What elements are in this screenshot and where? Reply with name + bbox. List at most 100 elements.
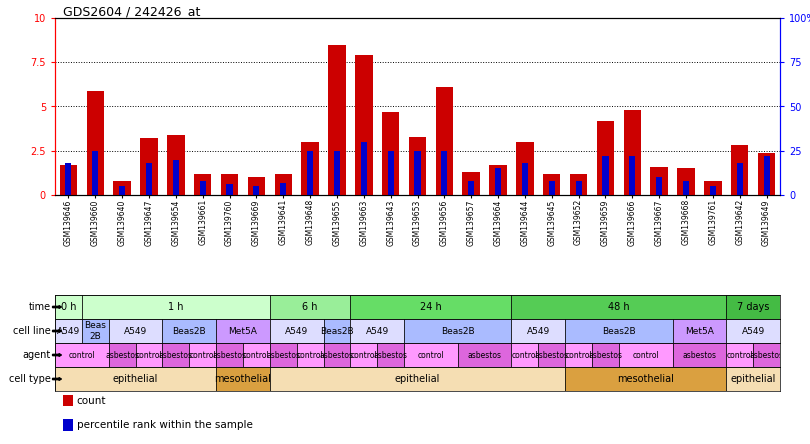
Bar [66, 163, 71, 195]
Bar [441, 151, 447, 195]
Bar [323, 343, 351, 367]
Text: Met5A: Met5A [685, 326, 714, 336]
Bar [92, 151, 98, 195]
Bar [243, 343, 270, 367]
Text: Beas2B: Beas2B [320, 326, 354, 336]
Bar [415, 151, 420, 195]
Text: Beas2B: Beas2B [602, 326, 636, 336]
Text: A549: A549 [285, 326, 309, 336]
Bar [672, 343, 727, 367]
Text: epithelial: epithelial [394, 374, 440, 384]
Bar [351, 343, 377, 367]
Text: control: control [565, 350, 592, 360]
Text: 1 h: 1 h [168, 302, 184, 312]
Bar [511, 343, 539, 367]
Bar [736, 163, 743, 195]
Bar [516, 142, 534, 195]
Bar [216, 343, 243, 367]
Bar [221, 174, 238, 195]
Text: asbestos: asbestos [320, 350, 354, 360]
Text: 24 h: 24 h [420, 302, 441, 312]
Text: asbestos: asbestos [105, 350, 139, 360]
Bar [216, 367, 270, 391]
Bar [619, 343, 672, 367]
Text: asbestos: asbestos [535, 350, 569, 360]
Text: GDS2604 / 242426_at: GDS2604 / 242426_at [63, 5, 201, 19]
Text: A549: A549 [124, 326, 147, 336]
Text: asbestos: asbestos [467, 350, 501, 360]
Bar [167, 135, 185, 195]
Bar [307, 151, 313, 195]
Bar [280, 182, 286, 195]
Bar [624, 110, 641, 195]
Text: mesothelial: mesothelial [215, 374, 271, 384]
Text: Beas2B: Beas2B [441, 326, 475, 336]
Bar [764, 156, 769, 195]
Text: asbestos: asbestos [373, 350, 407, 360]
Text: asbestos: asbestos [749, 350, 783, 360]
Text: A549: A549 [365, 326, 389, 336]
Text: percentile rank within the sample: percentile rank within the sample [77, 420, 253, 430]
Text: asbestos: asbestos [159, 350, 193, 360]
Bar [522, 163, 528, 195]
Bar [270, 295, 351, 319]
Bar [109, 319, 163, 343]
Text: control: control [727, 350, 753, 360]
Text: asbestos: asbestos [588, 350, 622, 360]
Bar [248, 177, 265, 195]
Bar [323, 319, 351, 343]
Bar [351, 319, 404, 343]
Bar [597, 121, 614, 195]
Bar [489, 165, 507, 195]
Bar [135, 343, 163, 367]
Bar [576, 181, 582, 195]
Text: Beas2B: Beas2B [173, 326, 206, 336]
Text: A549: A549 [526, 326, 550, 336]
Bar [275, 174, 292, 195]
Bar [82, 319, 109, 343]
Bar [60, 165, 77, 195]
Bar [199, 181, 206, 195]
Text: control: control [190, 350, 216, 360]
Bar [758, 153, 775, 195]
Bar [548, 181, 555, 195]
Bar [603, 156, 608, 195]
Bar [404, 343, 458, 367]
Bar [539, 343, 565, 367]
Bar [468, 181, 475, 195]
Text: asbestos: asbestos [683, 350, 716, 360]
Bar [463, 172, 480, 195]
Bar [570, 174, 587, 195]
Text: control: control [417, 350, 445, 360]
Bar [351, 295, 511, 319]
Bar [565, 367, 727, 391]
Bar [301, 142, 319, 195]
Bar [87, 91, 104, 195]
Bar [704, 181, 722, 195]
Bar [495, 168, 501, 195]
Text: 7 days: 7 days [737, 302, 770, 312]
Bar [334, 151, 340, 195]
Text: control: control [69, 350, 96, 360]
Bar [404, 319, 511, 343]
Text: control: control [633, 350, 659, 360]
Bar [163, 319, 216, 343]
Bar [656, 177, 663, 195]
Bar [163, 343, 190, 367]
Bar [565, 343, 592, 367]
Text: control: control [296, 350, 323, 360]
Bar [270, 367, 565, 391]
Bar [677, 168, 695, 195]
Text: 0 h: 0 h [61, 302, 76, 312]
Bar [672, 319, 727, 343]
Bar [511, 295, 727, 319]
Bar [409, 137, 426, 195]
Text: time: time [29, 302, 51, 312]
Bar [727, 367, 780, 391]
Bar [458, 343, 511, 367]
Bar [109, 343, 135, 367]
Bar [140, 139, 158, 195]
Bar [683, 181, 689, 195]
Text: Beas
2B: Beas 2B [84, 321, 106, 341]
Text: control: control [512, 350, 539, 360]
